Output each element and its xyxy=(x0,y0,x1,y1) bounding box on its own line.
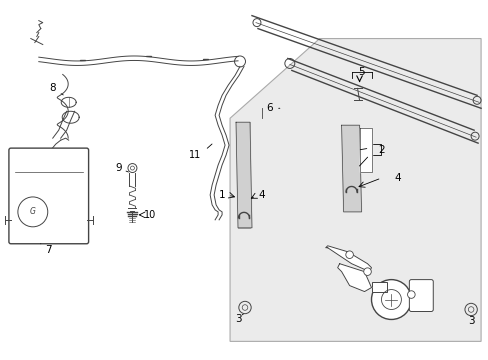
Text: 1: 1 xyxy=(218,190,225,200)
Polygon shape xyxy=(359,128,371,172)
Circle shape xyxy=(363,268,370,275)
Polygon shape xyxy=(236,122,251,228)
Polygon shape xyxy=(341,125,361,212)
Text: 6: 6 xyxy=(266,103,273,113)
Polygon shape xyxy=(238,122,249,228)
FancyBboxPatch shape xyxy=(9,148,88,244)
Text: 11: 11 xyxy=(189,150,201,160)
Text: 2: 2 xyxy=(377,145,384,155)
Text: 9: 9 xyxy=(115,163,122,173)
FancyBboxPatch shape xyxy=(408,280,432,311)
Text: 5: 5 xyxy=(358,67,364,77)
Polygon shape xyxy=(229,39,480,341)
Text: G: G xyxy=(30,207,36,216)
Circle shape xyxy=(371,280,410,319)
Circle shape xyxy=(345,251,353,258)
Text: 3: 3 xyxy=(234,314,241,324)
Polygon shape xyxy=(371,282,386,292)
Polygon shape xyxy=(337,264,371,292)
Circle shape xyxy=(407,291,414,298)
Text: 10: 10 xyxy=(144,210,156,220)
Polygon shape xyxy=(325,246,371,272)
Text: 4: 4 xyxy=(258,190,264,200)
Text: 4: 4 xyxy=(393,173,400,183)
Text: 8: 8 xyxy=(49,84,56,93)
Text: 3: 3 xyxy=(467,316,473,327)
Text: 7: 7 xyxy=(45,245,52,255)
